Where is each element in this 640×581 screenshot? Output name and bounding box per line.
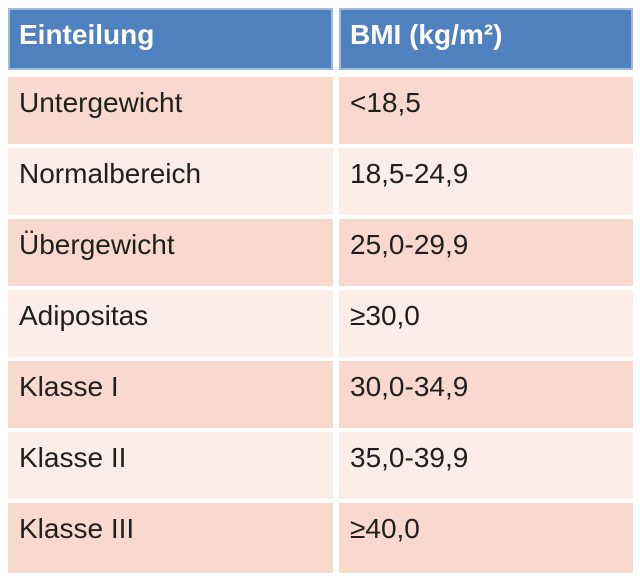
table-row: Normalbereich 18,5-24,9 [8,148,633,215]
table-row: Klasse I 30,0-34,9 [8,361,633,428]
cell-classification: Untergewicht [8,77,333,144]
bmi-classification-table: Einteilung BMI (kg/m²) Untergewicht <18,… [8,8,633,573]
header-cell-bmi: BMI (kg/m²) [339,8,633,70]
table-body: Untergewicht <18,5 Normalbereich 18,5-24… [8,77,633,573]
cell-bmi-range: 25,0-29,9 [339,219,633,286]
table-row: Klasse II 35,0-39,9 [8,432,633,499]
cell-classification: Klasse I [8,361,333,428]
table-row: Adipositas ≥30,0 [8,290,633,357]
table-row: Übergewicht 25,0-29,9 [8,219,633,286]
cell-bmi-range: ≥40,0 [339,503,633,573]
cell-classification: Klasse III [8,503,333,573]
cell-bmi-range: 18,5-24,9 [339,148,633,215]
cell-classification: Klasse II [8,432,333,499]
cell-bmi-range: <18,5 [339,77,633,144]
cell-bmi-range: ≥30,0 [339,290,633,357]
cell-bmi-range: 35,0-39,9 [339,432,633,499]
cell-classification: Übergewicht [8,219,333,286]
cell-classification: Normalbereich [8,148,333,215]
table-header-row: Einteilung BMI (kg/m²) [8,8,633,70]
cell-classification: Adipositas [8,290,333,357]
header-cell-einteilung: Einteilung [8,8,333,70]
cell-bmi-range: 30,0-34,9 [339,361,633,428]
table-row: Untergewicht <18,5 [8,77,633,144]
table-row: Klasse III ≥40,0 [8,503,633,573]
